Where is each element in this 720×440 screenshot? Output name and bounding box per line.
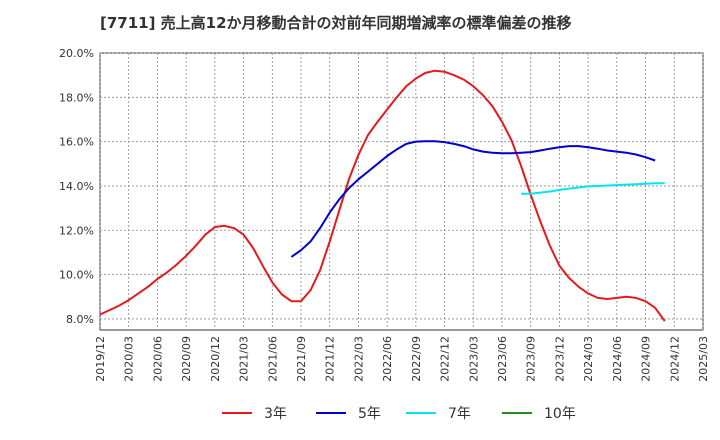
y-tick-label: 16.0% [59, 136, 94, 149]
x-tick-label: 2022/03 [352, 336, 365, 382]
x-tick-label: 2020/12 [209, 336, 222, 382]
series-line-5年 [290, 140, 656, 258]
x-tick-label: 2023/09 [525, 336, 538, 382]
y-tick-label: 14.0% [59, 180, 94, 193]
x-tick-label: 2019/12 [94, 336, 107, 382]
x-tick-label: 2023/12 [553, 336, 566, 382]
y-tick-label: 20.0% [59, 47, 94, 60]
x-tick-label: 2020/06 [151, 336, 164, 382]
x-tick-label: 2022/09 [410, 336, 423, 382]
chart-title: [7711] 売上高12か月移動合計の対前年同期増減率の標準偏差の推移 [100, 14, 572, 32]
x-tick-label: 2024/03 [582, 336, 595, 382]
x-tick-label: 2022/12 [439, 336, 452, 382]
x-tick-label: 2023/03 [467, 336, 480, 382]
legend-label: 3年 [264, 406, 287, 422]
x-tick-label: 2024/09 [640, 336, 653, 382]
x-tick-label: 2021/03 [238, 336, 251, 382]
legend-label: 5年 [358, 406, 381, 422]
series-line-7年 [521, 182, 665, 195]
x-tick-label: 2021/12 [324, 336, 337, 382]
series-lines [99, 69, 666, 322]
x-tick-label: 2020/03 [123, 336, 136, 382]
x-tick-label: 2024/12 [668, 336, 681, 382]
series-line-3年 [99, 69, 666, 322]
legend-label: 10年 [544, 406, 576, 422]
legend: 3年 5年 7年 10年 [222, 406, 576, 422]
x-tick-label: 2022/06 [381, 336, 394, 382]
plot-area [99, 52, 704, 331]
x-tick-label: 2024/06 [611, 336, 624, 382]
grid-lines [99, 52, 704, 330]
x-tick-label: 2021/09 [295, 336, 308, 382]
x-tick-label: 2021/06 [266, 336, 279, 382]
y-tick-label: 10.0% [59, 269, 94, 282]
y-tick-label: 18.0% [59, 91, 94, 104]
legend-label: 7年 [448, 406, 471, 422]
y-axis: 8.0% 10.0% 12.0% 14.0% 16.0% 18.0% 20.0% [59, 47, 94, 326]
x-tick-label: 2025/03 [697, 336, 710, 382]
x-tick-label: 2020/09 [180, 336, 193, 382]
x-axis: 2019/12 2020/03 2020/06 2020/09 2020/12 2021/… [94, 336, 710, 382]
y-tick-label: 12.0% [59, 224, 94, 237]
x-tick-label: 2023/06 [496, 336, 509, 382]
y-tick-label: 8.0% [66, 313, 94, 326]
